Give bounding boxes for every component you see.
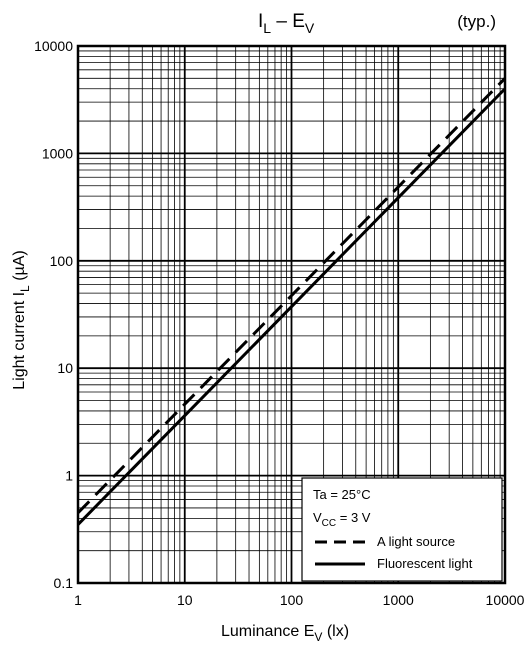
x-axis-label-unit: (lx) (322, 623, 349, 640)
title-i-subscript: L (263, 20, 271, 36)
condition-vcc-value: = 3 V (336, 510, 371, 525)
y-tick-label: 100 (50, 253, 74, 269)
title-i: I (258, 11, 263, 32)
major-grid (78, 46, 505, 583)
condition-vcc-v: V (313, 510, 322, 525)
y-tick-label: 10000 (34, 38, 73, 54)
x-axis-label: Luminance EV (lx) (221, 623, 349, 644)
y-axis-label-subscript: L (18, 285, 32, 292)
title-e-subscript: V (305, 20, 315, 36)
x-tick-label: 10000 (486, 592, 525, 608)
y-tick-label: 10 (57, 360, 73, 376)
series-layer (76, 77, 507, 526)
y-axis-label-main: Light current I (11, 292, 28, 390)
legend-label-fluorescent-light: Fluorescent light (377, 556, 473, 571)
condition-vcc-subscript: CC (322, 518, 336, 529)
x-tick-label: 1 (74, 592, 82, 608)
legend-label-a-light-source: A light source (377, 534, 455, 549)
y-tick-label: 0.1 (54, 575, 74, 591)
y-tick-label: 1 (65, 468, 73, 484)
y-tick-label: 1000 (42, 145, 73, 161)
y-axis-label-unit: (µA) (11, 250, 28, 285)
x-tick-label: 1000 (383, 592, 414, 608)
condition-ta: Ta = 25°C (313, 487, 371, 502)
y-tick-labels: 0.1 1 10 100 1000 10000 (34, 38, 73, 591)
title-note: (typ.) (457, 12, 496, 31)
plot-frame (76, 44, 507, 585)
x-axis-label-subscript: V (314, 630, 322, 644)
y-axis-label: Light current IL (µA) (11, 250, 32, 390)
series-line-fluorescent-light (76, 87, 507, 526)
x-tick-labels: 1 10 100 1000 10000 (74, 592, 525, 608)
x-axis-label-main: Luminance E (221, 623, 314, 640)
legend: Ta = 25°C VCC = 3 V A light source Fluor… (301, 477, 503, 582)
x-tick-label: 10 (177, 592, 193, 608)
condition-vcc: VCC = 3 V (313, 510, 371, 529)
x-tick-label: 100 (280, 592, 304, 608)
title-dash-e: – E (271, 11, 305, 32)
series-line-a-light-source (76, 77, 507, 514)
chart-title: IL – EV (258, 11, 315, 36)
